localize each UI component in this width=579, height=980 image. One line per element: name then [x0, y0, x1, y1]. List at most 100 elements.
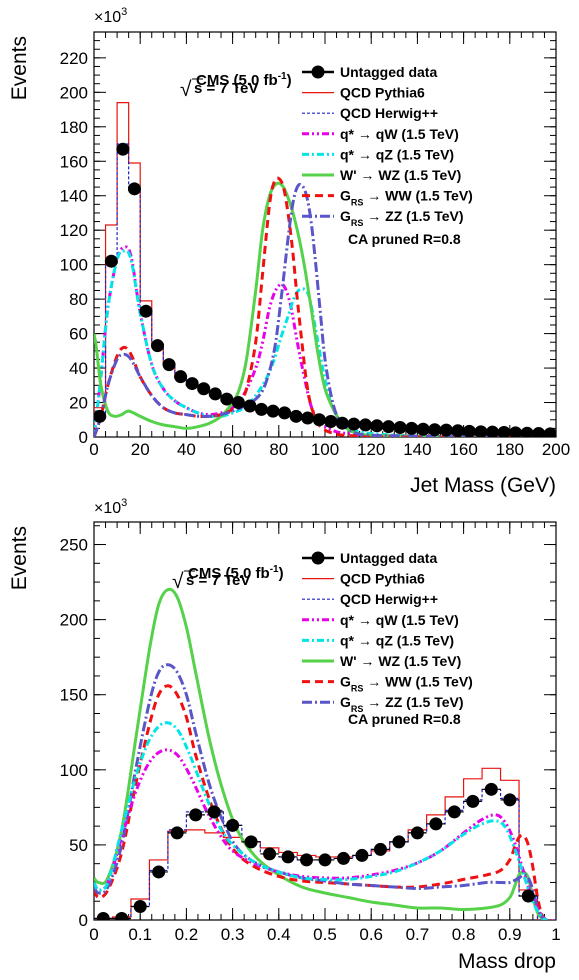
x-tick-label: 0.8 [452, 925, 476, 944]
data-point [115, 912, 129, 920]
legend-label-rest: → WW (1.5 TeV) [363, 188, 472, 204]
algorithm-label: CA pruned R=0.8 [348, 231, 461, 247]
legend-label: W' → WZ (1.5 TeV) [340, 653, 461, 669]
mass-drop-panel: 0 50 100 150 200 250 0 0.1 0.2 0.3 0.4 0.5 0.6 0.7 0.8… [8, 497, 561, 973]
legend-label: GRS → ZZ (1.5 TeV) [340, 694, 464, 714]
data-point [151, 339, 165, 353]
data-point [162, 358, 176, 372]
data-point [358, 418, 372, 432]
data-point [133, 899, 147, 913]
legend-label: Untagged data [340, 550, 437, 566]
data-point [94, 409, 107, 423]
x-tick-label: 180 [496, 440, 524, 459]
data-point [503, 793, 517, 807]
data-point [301, 411, 315, 425]
legend-label: q* → qW (1.5 TeV) [340, 612, 459, 628]
x-tick-label: 0.5 [313, 925, 337, 944]
plot-area [94, 587, 556, 920]
y-tick-label: 200 [60, 611, 88, 630]
WW-signal-curve [94, 684, 548, 920]
data-point [416, 422, 430, 436]
data-point [127, 182, 141, 196]
data-point [370, 419, 384, 433]
y-tick-label: 160 [60, 152, 88, 171]
qW-signal-curve [94, 748, 548, 920]
x-tick-label: 0.1 [128, 925, 152, 944]
data-point [254, 402, 268, 416]
x-tick-label: 80 [269, 440, 288, 459]
data-point [139, 304, 153, 318]
data-point [207, 805, 221, 819]
data-point [152, 865, 166, 879]
data-point [208, 387, 222, 401]
x-tick-label: 40 [177, 440, 196, 459]
data-point [336, 851, 350, 865]
legend-label: q* → qZ (1.5 TeV) [340, 632, 454, 648]
x-tick-label: 0.3 [221, 925, 245, 944]
y-tick-label: 150 [60, 686, 88, 705]
cms-label: CMS (5.0 fb-1) [196, 71, 292, 89]
cms-label-superscript: -1 [278, 71, 287, 82]
y-tick-label: 180 [60, 118, 88, 137]
legend-label: GRS → WW (1.5 TeV) [340, 674, 473, 694]
y-axis-label: Events [8, 36, 31, 100]
jet-mass-panel: 0 20 40 60 80 100 120 140 160 180 200 220 0 20 40 60 80 1… [8, 6, 570, 497]
legend-label: QCD Herwig++ [340, 591, 438, 607]
sqrt-symbol: √ [172, 570, 184, 593]
energy-label: s = 7 TeV [186, 572, 250, 589]
data-point [509, 426, 523, 437]
y-axis-label: Events [8, 526, 31, 590]
data-point [220, 392, 234, 406]
y-tick-label: 120 [60, 221, 88, 240]
cms-label-close: ) [287, 72, 292, 89]
data-point [447, 805, 461, 819]
data-point [174, 370, 188, 384]
data-point [104, 254, 118, 268]
plot-area [94, 102, 556, 437]
legend-label: q* → qW (1.5 TeV) [340, 126, 459, 142]
data-point [451, 424, 465, 437]
y-tick-label: 100 [60, 256, 88, 275]
legend-marker-dot [311, 551, 325, 565]
legend-label: Untagged data [340, 64, 437, 80]
data-point [373, 842, 387, 856]
data-point [428, 423, 442, 437]
algorithm-label: CA pruned R=0.8 [348, 711, 461, 727]
axis-multiplier-exponent: 3 [121, 6, 127, 18]
data-point [116, 142, 130, 156]
y-tick-label: 60 [69, 325, 88, 344]
axis-multiplier: ×103 [94, 497, 127, 517]
data-point [462, 424, 476, 437]
x-tick-label: 1 [551, 925, 560, 944]
y-tick-label: 140 [60, 187, 88, 206]
cms-label-close: ) [279, 565, 284, 582]
WZ-signal-curve [94, 181, 556, 437]
legend-label-sub: RS [351, 218, 364, 228]
legend-marker-dot [311, 65, 325, 79]
legend-label: QCD Pythia6 [340, 571, 425, 587]
data-point [392, 835, 406, 849]
legend-label-rest: → WW (1.5 TeV) [363, 674, 472, 690]
legend-label: GRS → WW (1.5 TeV) [340, 188, 473, 208]
data-point [410, 826, 424, 840]
legend-label-g: G [340, 694, 351, 710]
legend-label: QCD Herwig++ [340, 105, 438, 121]
legend-label-g: G [340, 674, 351, 690]
legend-label: q* → qZ (1.5 TeV) [340, 146, 454, 162]
x-axis-label: Jet Mass (GeV) [410, 474, 556, 497]
data-point [347, 417, 361, 431]
y-tick-label: 220 [60, 49, 88, 68]
data-point [532, 427, 546, 437]
x-tick-label: 0 [89, 440, 98, 459]
data-point [243, 399, 257, 413]
data-point [497, 426, 511, 437]
data-point [96, 912, 110, 920]
legend-label-g: G [340, 188, 351, 204]
data-point [474, 425, 488, 437]
data-point [226, 818, 240, 832]
data-point [266, 404, 280, 418]
axis-multiplier: ×103 [94, 6, 127, 26]
ZZ-signal-curve [94, 182, 556, 437]
data-point [312, 413, 326, 427]
